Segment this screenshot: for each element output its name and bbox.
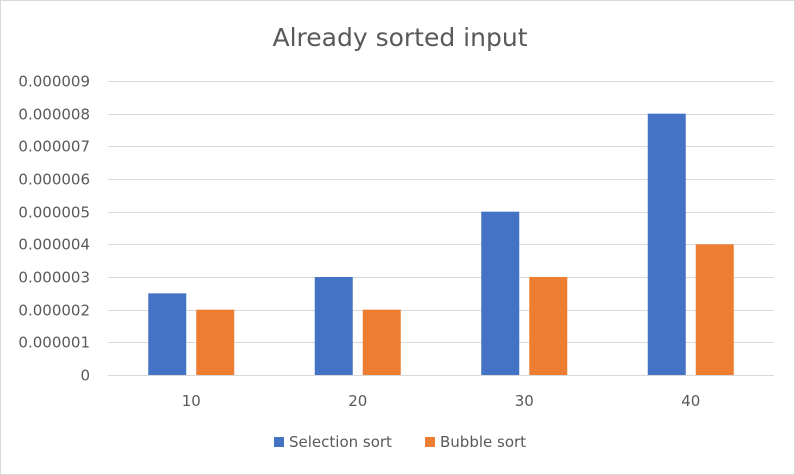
y-tick-label: 0 bbox=[80, 367, 90, 385]
y-tick-label: 0.000001 bbox=[18, 334, 90, 352]
y-axis-tick-labels: 0 0.000001 0.000002 0.000003 0.000004 0.00000… bbox=[18, 73, 90, 385]
bar-bubble-sort-20 bbox=[362, 309, 401, 375]
bar-selection-sort-30 bbox=[481, 211, 520, 375]
legend-swatch bbox=[425, 437, 435, 447]
x-tick-label: 10 bbox=[182, 392, 201, 410]
x-tick-label: 20 bbox=[348, 392, 367, 410]
y-tick-label: 0.000006 bbox=[18, 171, 90, 189]
legend-label: Bubble sort bbox=[440, 433, 526, 451]
bar-bubble-sort-40 bbox=[695, 244, 734, 375]
bar-selection-sort-10 bbox=[148, 293, 187, 375]
y-tick-label: 0.000007 bbox=[18, 138, 90, 156]
bar-selection-sort-40 bbox=[647, 113, 686, 376]
y-tick-label: 0.000008 bbox=[18, 106, 90, 124]
chart-title: Already sorted input bbox=[273, 23, 528, 52]
legend: Selection sort Bubble sort bbox=[274, 433, 526, 451]
x-tick-label: 30 bbox=[515, 392, 534, 410]
legend-swatch bbox=[274, 437, 284, 447]
legend-label: Selection sort bbox=[289, 433, 392, 451]
x-tick-label: 40 bbox=[681, 392, 700, 410]
y-tick-label: 0.000005 bbox=[18, 204, 90, 222]
x-axis-tick-labels: 10 20 30 40 bbox=[182, 392, 701, 410]
y-tick-label: 0.000004 bbox=[18, 236, 90, 254]
y-tick-label: 0.000002 bbox=[18, 302, 90, 320]
y-tick-label: 0.000009 bbox=[18, 73, 90, 91]
y-tick-label: 0.000003 bbox=[18, 269, 90, 287]
bar-selection-sort-20 bbox=[314, 277, 353, 375]
bar-bubble-sort-30 bbox=[529, 277, 568, 375]
bars bbox=[148, 113, 734, 376]
bar-bubble-sort-10 bbox=[196, 309, 235, 375]
